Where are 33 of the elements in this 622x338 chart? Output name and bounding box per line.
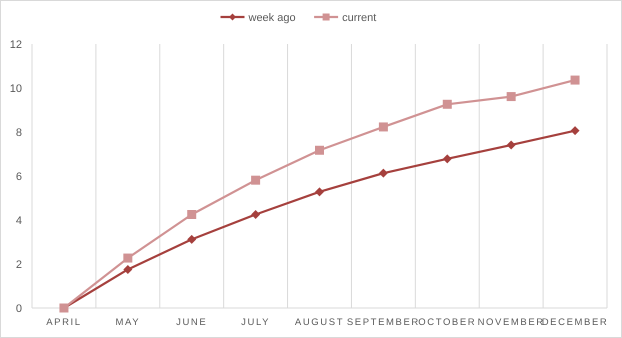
point bbox=[378, 168, 388, 178]
point bbox=[315, 187, 324, 196]
point bbox=[187, 234, 196, 244]
y-tick-label: 12 bbox=[10, 38, 22, 51]
x-tick-label: DECEMBER bbox=[542, 317, 608, 328]
point bbox=[187, 210, 196, 219]
point bbox=[315, 146, 324, 155]
x-tick-label: APRIL bbox=[46, 317, 82, 328]
legend-label: week ago bbox=[248, 12, 296, 24]
x-tick-label: MAY bbox=[115, 317, 140, 328]
legend-label: current bbox=[342, 12, 376, 24]
x-tick-label: JULY bbox=[241, 317, 270, 328]
point bbox=[123, 254, 132, 263]
point bbox=[506, 92, 516, 102]
y-tick-label: 6 bbox=[16, 170, 22, 183]
point bbox=[506, 140, 516, 150]
point bbox=[442, 100, 452, 109]
point bbox=[378, 122, 388, 132]
point bbox=[570, 126, 580, 136]
x-tick-label: SEPTEMBER bbox=[346, 317, 420, 328]
x-tick-label: OCTOBER bbox=[418, 317, 476, 328]
y-tick-label: 8 bbox=[16, 126, 22, 139]
point bbox=[570, 76, 580, 85]
x-tick-label: AUGUST bbox=[294, 317, 344, 328]
point bbox=[123, 265, 132, 274]
point bbox=[251, 176, 260, 185]
y-tick-label: 10 bbox=[10, 82, 22, 95]
point bbox=[442, 154, 452, 164]
point bbox=[251, 210, 260, 219]
y-tick-label: 4 bbox=[16, 214, 22, 227]
y-tick-label: 0 bbox=[16, 302, 22, 315]
x-tick-label: JUNE bbox=[176, 317, 208, 328]
y-tick-label: 2 bbox=[16, 258, 22, 271]
